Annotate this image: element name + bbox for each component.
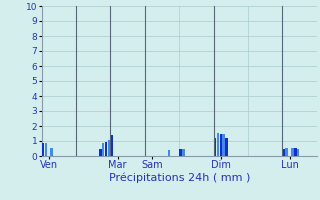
Bar [168,150,170,156]
Bar [108,140,110,156]
Bar [42,143,44,156]
Bar [180,148,182,156]
Bar [217,133,219,156]
Bar [214,138,216,156]
Bar [285,148,288,156]
X-axis label: Précipitations 24h ( mm ): Précipitations 24h ( mm ) [108,173,250,183]
Bar [102,143,104,156]
Bar [297,148,300,156]
Bar [220,134,222,156]
Bar [283,148,285,156]
Bar [105,142,107,156]
Bar [111,135,113,156]
Bar [291,148,294,156]
Bar [45,142,47,156]
Bar [225,138,228,156]
Bar [51,148,53,156]
Bar [294,148,297,156]
Bar [99,148,101,156]
Bar [222,134,225,156]
Bar [182,149,185,156]
